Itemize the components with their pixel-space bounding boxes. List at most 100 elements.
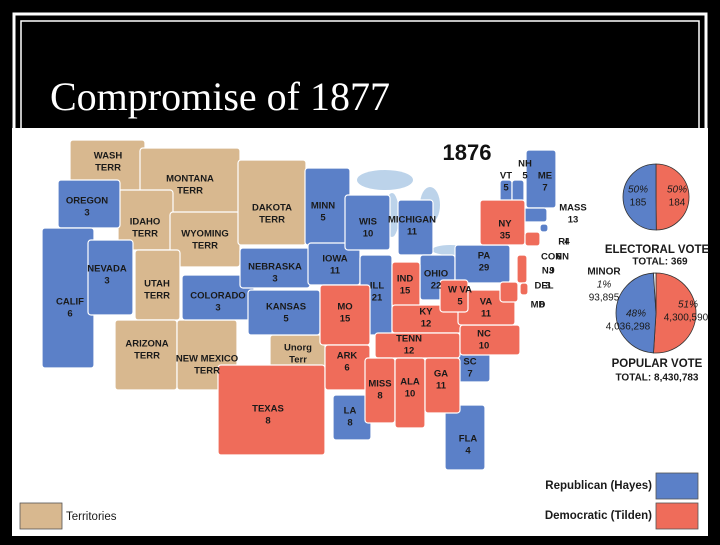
territory-label: WASH	[94, 151, 123, 162]
legend-label: Territories	[66, 511, 117, 523]
state-name: ARK	[337, 351, 358, 362]
state-name: VA	[480, 297, 493, 308]
state-name: W VA	[448, 285, 472, 296]
state-name: NY	[498, 219, 512, 230]
state-votes: 10	[405, 389, 416, 400]
lake	[357, 170, 413, 190]
territory-label: Terr	[289, 355, 307, 366]
state-name: CONN	[541, 252, 569, 263]
state-votes: 5	[457, 297, 463, 308]
state-name: GA	[434, 369, 448, 380]
state-votes: 4	[465, 446, 471, 457]
state-votes: 12	[421, 319, 432, 330]
state-name: IND	[397, 274, 414, 285]
state-votes: 5	[522, 171, 528, 182]
state-name: FLA	[459, 434, 478, 445]
state-votes: 22	[431, 281, 442, 292]
pie-label: 4,300,590	[664, 313, 709, 324]
state-region	[516, 254, 528, 284]
state-name: PA	[478, 251, 491, 262]
state-votes: 5	[320, 213, 326, 224]
state-votes: 9	[549, 266, 554, 277]
state-votes: 3	[545, 281, 550, 292]
state-votes: 3	[272, 274, 277, 285]
state-region	[519, 282, 529, 296]
state-votes: 35	[500, 231, 511, 242]
state-votes: 6	[556, 252, 561, 263]
state-votes: 11	[330, 266, 341, 277]
state-name: NEVADA	[87, 264, 127, 275]
pie-label: ELECTORAL VOTE	[605, 244, 710, 256]
state-region	[499, 281, 519, 303]
state-name: KY	[419, 307, 433, 318]
state-name: KANSAS	[266, 302, 306, 313]
pie-label: 184	[669, 198, 686, 209]
state-votes: 29	[479, 263, 490, 274]
state-name: OREGON	[66, 196, 108, 207]
pie-label: POPULAR VOTE	[612, 358, 703, 370]
pie-label: TOTAL: 369	[632, 257, 688, 268]
state-name: IOWA	[322, 254, 347, 265]
legend-swatch	[19, 502, 63, 530]
state-votes: 7	[467, 369, 472, 380]
slide-title: Compromise of 1877	[50, 74, 390, 119]
state-votes: 10	[363, 229, 374, 240]
state-region	[524, 231, 541, 247]
state-name: CALIF	[56, 297, 84, 308]
state-name: TEXAS	[252, 404, 284, 415]
state-region	[424, 357, 461, 414]
state-name: WIS	[359, 217, 377, 228]
map-year: 1876	[443, 140, 492, 165]
legend-swatch	[655, 502, 699, 530]
state-region	[539, 223, 549, 233]
state-votes: 15	[340, 314, 351, 325]
state-votes: 5	[503, 183, 509, 194]
state-name: OHIO	[424, 269, 448, 280]
state-name: ME	[538, 171, 552, 182]
pie-label: 4,036,298	[606, 322, 651, 333]
territory-label: TERR	[134, 351, 160, 362]
state-name: NEBRASKA	[248, 262, 302, 273]
state-name: VT	[500, 171, 512, 182]
legend-label: Republican (Hayes)	[545, 480, 652, 492]
state-votes: 8	[347, 418, 352, 429]
state-name: ILL	[370, 281, 384, 292]
state-votes: 8	[539, 300, 544, 311]
state-votes: 8	[377, 391, 382, 402]
state-name: NH	[518, 159, 532, 170]
pie-label: 185	[630, 198, 647, 209]
state-name: ALA	[400, 377, 420, 388]
state-votes: 13	[568, 215, 579, 226]
legend-swatch	[655, 472, 699, 500]
pie-label: 48%	[626, 309, 646, 320]
state-name: DEL	[535, 281, 554, 292]
state-name: MINN	[311, 201, 335, 212]
state-name: LA	[344, 406, 357, 417]
state-name: TENN	[396, 334, 422, 345]
territory-label: TERR	[144, 291, 170, 302]
state-name: NC	[477, 329, 491, 340]
state-name: MO	[337, 302, 352, 313]
pie-wedge	[622, 163, 657, 231]
territory-label: TERR	[132, 229, 158, 240]
state-votes: 5	[283, 314, 289, 325]
state-region	[87, 239, 134, 316]
pie-label: 51%	[678, 300, 698, 311]
territory-label: WYOMING	[181, 229, 229, 240]
state-votes: 21	[372, 293, 383, 304]
legend-label: Democratic (Tilden)	[545, 510, 652, 522]
state-name: MISS	[368, 379, 391, 390]
territory-label: TERR	[177, 186, 203, 197]
state-votes: 12	[404, 346, 415, 357]
state-name: MASS	[559, 203, 586, 214]
state-region	[344, 194, 391, 251]
state-votes: 3	[104, 276, 109, 287]
territory-label: IDAHO	[130, 217, 161, 228]
state-name: RI	[558, 237, 568, 248]
state-votes: 3	[215, 303, 220, 314]
state-name: MICHIGAN	[388, 215, 436, 226]
territory-label: ARIZONA	[125, 339, 168, 350]
state-name: MD	[531, 300, 546, 311]
